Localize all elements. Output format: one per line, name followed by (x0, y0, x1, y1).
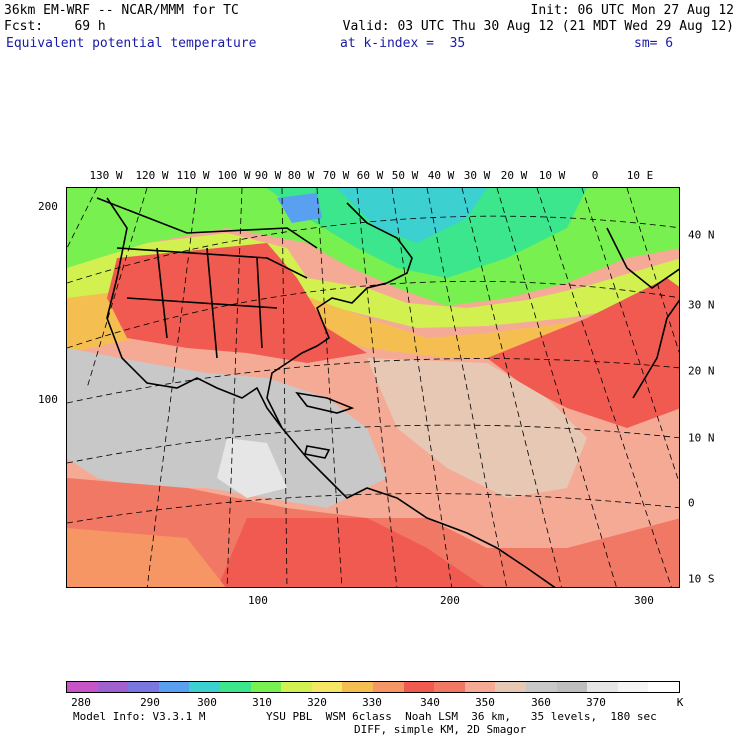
colorbar-swatch (495, 682, 526, 692)
field-cyan-core2 (337, 188, 487, 243)
colorbar-swatch (189, 682, 220, 692)
colorbar-swatch (587, 682, 618, 692)
lat-label: 10 S (688, 572, 715, 586)
colorbar-swatch (372, 682, 404, 692)
grid-x-label: 300 (634, 594, 654, 607)
field-gray-gulf (67, 348, 387, 508)
lon-label: 10 W (538, 169, 566, 182)
physics-info: YSU PBL WSM 6class Noah LSM 36 km, 35 le… (266, 710, 657, 723)
diffusion-info: DIFF, simple KM, 2D Smagor (354, 723, 527, 736)
lon-label: 110 W (176, 169, 210, 182)
colorbar-swatch (342, 682, 373, 692)
field-red-atlantic (487, 278, 679, 428)
lon-label: 0 (591, 169, 599, 182)
grid-y-label: 100 (38, 393, 58, 406)
lat-label: 0 (688, 496, 695, 510)
colorbar-label: 370 (586, 696, 606, 709)
colorbar-swatch (128, 682, 159, 692)
lon-label: 50 W (391, 169, 419, 182)
colorbar-label: 360 (531, 696, 551, 709)
theta-e-map (66, 187, 680, 588)
colorbar-label: 340 (420, 696, 440, 709)
colorbar-unit: K (676, 696, 684, 709)
colorbar-swatch (67, 682, 98, 692)
colorbar-swatch (434, 682, 465, 692)
field-south-orange (67, 528, 226, 587)
field-name: Equivalent potential temperature (6, 36, 257, 51)
colorbar-label: 300 (197, 696, 217, 709)
lon-label: 70 W (322, 169, 350, 182)
colorbar-swatch (219, 682, 251, 692)
colorbar-label: 350 (475, 696, 495, 709)
field-red-us (107, 243, 367, 363)
model-title: 36km EM-WRF -- NCAR/MMM for TC (4, 3, 239, 18)
colorbar-swatch (250, 682, 282, 692)
coastlines (96, 197, 679, 587)
colorbar (66, 681, 680, 693)
grid-x-label: 200 (440, 594, 460, 607)
colorbar-label: 290 (140, 696, 160, 709)
colorbar-label: 330 (362, 696, 382, 709)
colorbar-swatch (617, 682, 649, 692)
model-info: Model Info: V3.3.1 M (73, 710, 206, 723)
field-light-gray (217, 438, 287, 498)
grid-y-label: 200 (38, 200, 58, 213)
level-info: at k-index = 35 (340, 36, 466, 51)
forecast-hour: Fcst: 69 h (4, 19, 106, 34)
valid-time: Valid: 03 UTC Thu 30 Aug 12 (21 MDT Wed … (342, 19, 734, 34)
lon-label: 120 W (135, 169, 169, 182)
colorbar-label: 280 (71, 696, 91, 709)
colorbar-swatch (281, 682, 312, 692)
field-south-deep-red (217, 518, 485, 587)
lat-label: 40 N (688, 228, 715, 242)
lon-label: 80 W (287, 169, 315, 182)
lon-label: 60 W (356, 169, 384, 182)
lon-label: 10 E (626, 169, 654, 182)
lat-label: 10 N (688, 431, 715, 445)
colorbar-swatch (403, 682, 435, 692)
lon-label: 20 W (500, 169, 528, 182)
lon-label: 40 W (427, 169, 455, 182)
lon-label: 90 W (254, 169, 282, 182)
lon-label: 100 W (217, 169, 251, 182)
colorbar-swatch (158, 682, 190, 692)
smoothing-info: sm= 6 (634, 36, 674, 51)
colorbar-label: 320 (307, 696, 327, 709)
colorbar-swatch (525, 682, 557, 692)
field-tan-atlantic (367, 358, 587, 498)
colorbar-label: 310 (252, 696, 272, 709)
lon-label: 130 W (89, 169, 123, 182)
lat-label: 20 N (688, 364, 715, 378)
colorbar-swatch (556, 682, 588, 692)
colorbar-swatch (648, 682, 679, 692)
map-graphic (67, 188, 679, 587)
grid-x-label: 100 (248, 594, 268, 607)
colorbar-swatch (97, 682, 129, 692)
colorbar-swatch (311, 682, 343, 692)
lon-label: 30 W (463, 169, 491, 182)
lat-label: 30 N (688, 298, 715, 312)
field-blue-patch (277, 193, 322, 223)
colorbar-swatch (464, 682, 496, 692)
init-time: Init: 06 UTC Mon 27 Aug 12 (530, 3, 735, 18)
graticule (67, 188, 679, 587)
